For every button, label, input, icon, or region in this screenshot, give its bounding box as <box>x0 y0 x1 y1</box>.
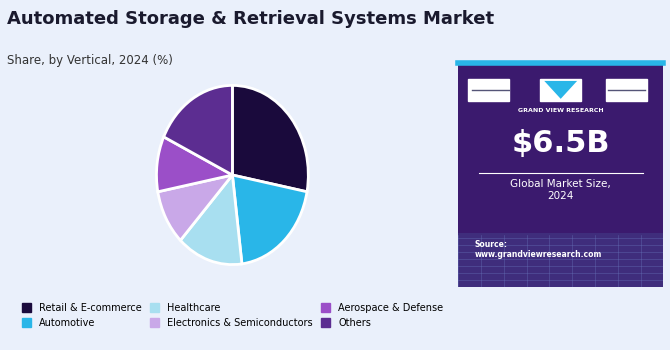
Text: Source:
www.grandviewresearch.com: Source: www.grandviewresearch.com <box>474 240 602 259</box>
Wedge shape <box>180 175 242 265</box>
Bar <box>606 79 647 101</box>
Wedge shape <box>157 137 232 192</box>
Wedge shape <box>232 85 308 192</box>
Bar <box>468 79 509 101</box>
Text: Global Market Size,
2024: Global Market Size, 2024 <box>511 180 611 201</box>
Text: Share, by Vertical, 2024 (%): Share, by Vertical, 2024 (%) <box>7 54 173 67</box>
Wedge shape <box>163 85 232 175</box>
Text: Automated Storage & Retrieval Systems Market: Automated Storage & Retrieval Systems Ma… <box>7 10 494 28</box>
Legend: Retail & E-commerce, Automotive, Healthcare, Electronics & Semiconductors, Aeros: Retail & E-commerce, Automotive, Healthc… <box>17 299 447 331</box>
Wedge shape <box>158 175 232 240</box>
Text: GRAND VIEW RESEARCH: GRAND VIEW RESEARCH <box>518 108 604 113</box>
Wedge shape <box>232 175 307 264</box>
Text: $6.5B: $6.5B <box>511 129 610 158</box>
Bar <box>540 79 582 101</box>
Bar <box>458 233 663 287</box>
Polygon shape <box>544 81 577 99</box>
